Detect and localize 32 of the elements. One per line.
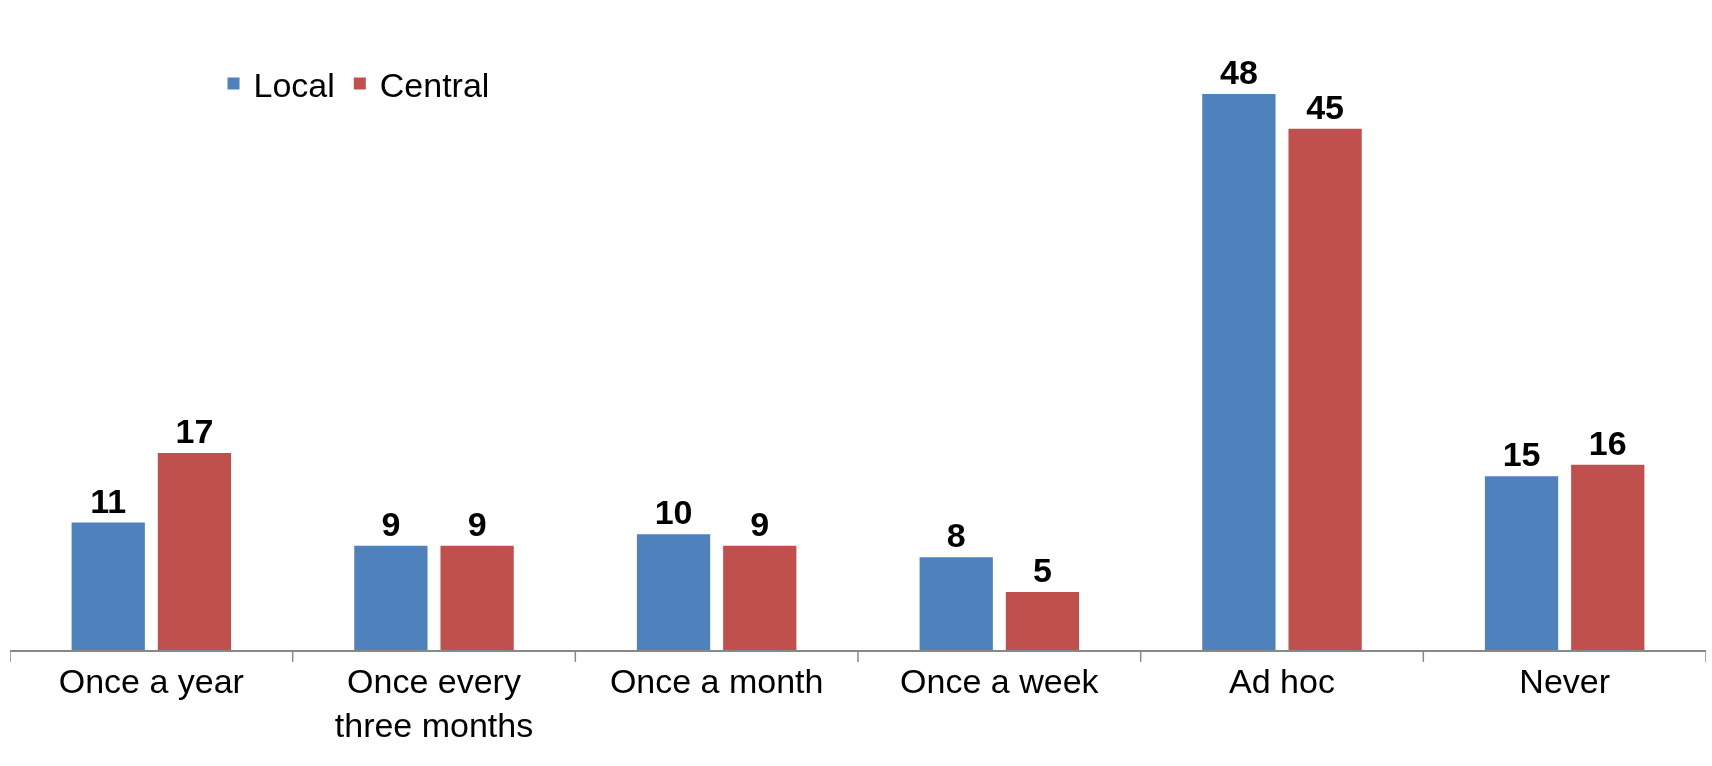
bar <box>1484 476 1559 650</box>
bar <box>440 545 514 650</box>
bar <box>354 545 428 650</box>
x-tick-label: Once a week <box>900 661 1100 700</box>
bar <box>157 453 232 650</box>
legend-label: Local <box>253 65 335 104</box>
data-label: 8 <box>946 516 966 555</box>
bar <box>1571 464 1645 650</box>
bar <box>71 522 145 650</box>
x-tick-label: Once a year <box>58 661 244 700</box>
data-label: 10 <box>654 493 693 532</box>
data-label: 16 <box>1588 423 1627 462</box>
data-label: 45 <box>1306 87 1345 126</box>
bar <box>1005 592 1080 650</box>
x-tick-label: Once every three months <box>334 661 534 744</box>
data-label: 9 <box>750 504 770 543</box>
legend-label: Central <box>379 65 490 104</box>
x-tick-label: Ad hoc <box>1229 661 1335 700</box>
data-label: 48 <box>1219 52 1258 91</box>
bar <box>919 557 993 650</box>
data-label: 9 <box>381 504 401 543</box>
bar <box>1202 93 1276 650</box>
data-label: 5 <box>1032 551 1052 590</box>
data-label: 9 <box>467 504 487 543</box>
bar <box>723 545 797 650</box>
bar <box>1288 128 1362 650</box>
data-label: 11 <box>90 481 127 520</box>
data-label: 15 <box>1502 435 1541 474</box>
x-tick-label: Never <box>1519 661 1611 700</box>
data-label: 17 <box>175 412 214 451</box>
x-tick-label: Once a month <box>609 661 824 700</box>
bar <box>636 534 711 650</box>
